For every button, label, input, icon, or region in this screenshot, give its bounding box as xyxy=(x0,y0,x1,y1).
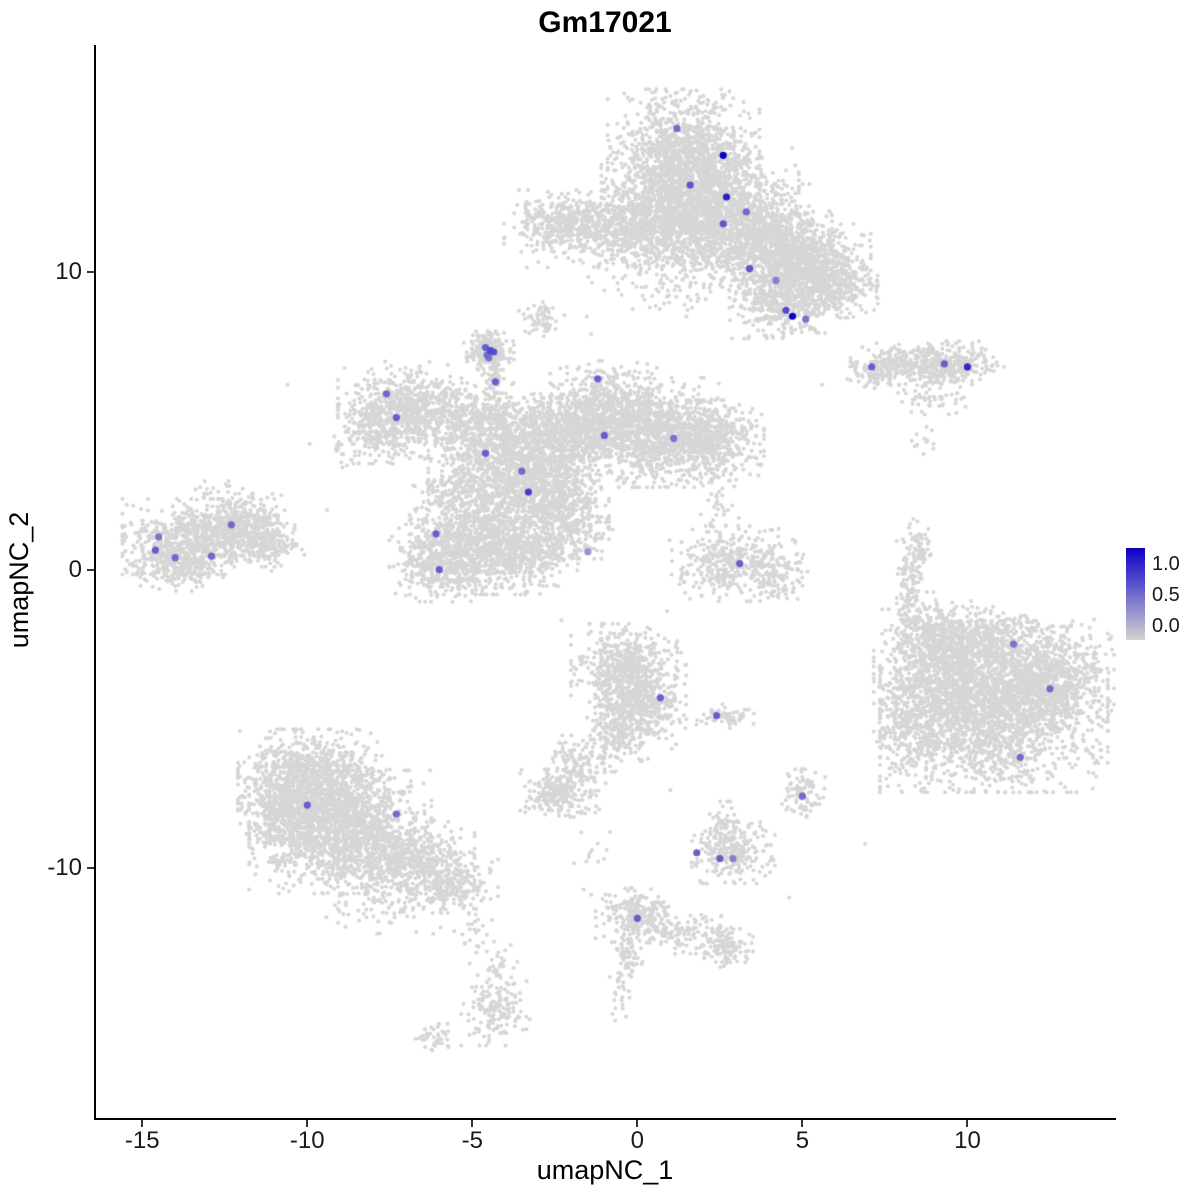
plot-title: Gm17021 xyxy=(538,6,672,39)
x-tick-label: -15 xyxy=(124,1127,160,1154)
x-tick-label: -10 xyxy=(289,1127,325,1154)
color-legend: 1.0 0.5 0.0 xyxy=(1126,548,1200,648)
y-tick-mark xyxy=(87,270,94,273)
y-tick-mark xyxy=(87,866,94,869)
x-tick-mark xyxy=(636,1120,639,1127)
x-axis-label: umapNC_1 xyxy=(536,1155,674,1185)
scatter-canvas xyxy=(96,45,1116,1118)
x-tick-label: 0 xyxy=(630,1127,645,1154)
x-tick-mark xyxy=(801,1120,804,1127)
legend-gradient-bar xyxy=(1126,548,1145,640)
x-tick-label: 5 xyxy=(795,1127,810,1154)
legend-label: 0.5 xyxy=(1152,584,1180,606)
y-tick-label: 0 xyxy=(68,555,82,583)
plot-panel xyxy=(94,45,1116,1120)
y-tick-mark xyxy=(87,568,94,571)
x-tick-label: -5 xyxy=(461,1127,483,1154)
x-tick-mark xyxy=(306,1120,309,1127)
x-tick-mark xyxy=(471,1120,474,1127)
y-tick-label: 10 xyxy=(55,257,82,285)
legend-label: 0.0 xyxy=(1152,615,1180,637)
x-tick-label: 10 xyxy=(954,1127,981,1154)
y-tick-label: -10 xyxy=(47,853,82,881)
legend-label: 1.0 xyxy=(1152,553,1180,575)
x-tick-mark xyxy=(141,1120,144,1127)
x-tick-mark xyxy=(966,1120,969,1127)
